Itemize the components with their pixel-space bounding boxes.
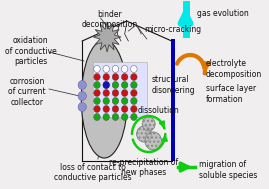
Text: migration of
soluble species: migration of soluble species: [199, 160, 258, 180]
Circle shape: [131, 66, 137, 73]
Circle shape: [131, 74, 137, 81]
Circle shape: [103, 98, 109, 105]
Circle shape: [94, 81, 100, 88]
Circle shape: [121, 74, 128, 81]
Circle shape: [103, 81, 109, 88]
Text: structural
disordering: structural disordering: [151, 75, 195, 94]
Circle shape: [145, 132, 162, 150]
Circle shape: [103, 114, 109, 121]
Circle shape: [121, 90, 128, 97]
Text: dissolution: dissolution: [137, 106, 179, 115]
Circle shape: [103, 66, 109, 73]
Circle shape: [94, 98, 100, 105]
Circle shape: [121, 105, 128, 112]
Circle shape: [112, 81, 119, 88]
Circle shape: [131, 90, 137, 97]
Circle shape: [121, 81, 128, 88]
Polygon shape: [93, 22, 121, 52]
Text: surface layer
formation: surface layer formation: [206, 84, 256, 104]
Text: binder
decomposition: binder decomposition: [82, 10, 138, 29]
Circle shape: [131, 81, 137, 88]
Text: micro-cracking: micro-cracking: [144, 25, 201, 34]
Text: corrosion
of current
collector: corrosion of current collector: [8, 77, 46, 107]
Circle shape: [94, 114, 100, 121]
Circle shape: [94, 66, 100, 73]
Circle shape: [112, 90, 119, 97]
Circle shape: [112, 98, 119, 105]
Circle shape: [112, 105, 119, 112]
Circle shape: [94, 90, 100, 97]
Bar: [93, 62, 147, 117]
Circle shape: [103, 90, 109, 97]
Circle shape: [94, 74, 100, 81]
Bar: [171, 39, 175, 161]
Circle shape: [142, 117, 155, 131]
Ellipse shape: [81, 40, 128, 158]
Circle shape: [78, 102, 86, 112]
Circle shape: [131, 98, 137, 105]
Text: electrolyte
decomposition: electrolyte decomposition: [206, 60, 262, 78]
Circle shape: [121, 114, 128, 121]
Circle shape: [78, 91, 86, 101]
Text: re-precipitation of
new phases: re-precipitation of new phases: [109, 158, 179, 177]
Text: oxidation
of conductive
particles: oxidation of conductive particles: [5, 36, 56, 66]
Circle shape: [131, 114, 137, 121]
Circle shape: [103, 81, 109, 88]
Circle shape: [112, 114, 119, 121]
Circle shape: [137, 126, 151, 142]
Circle shape: [121, 66, 128, 73]
Circle shape: [103, 105, 109, 112]
Circle shape: [112, 74, 119, 81]
Circle shape: [121, 98, 128, 105]
Circle shape: [103, 74, 109, 81]
Text: loss of contact to
conductive particles: loss of contact to conductive particles: [55, 163, 132, 182]
Circle shape: [112, 66, 119, 73]
Text: gas evolution: gas evolution: [197, 9, 248, 19]
Circle shape: [131, 105, 137, 112]
Circle shape: [94, 105, 100, 112]
Circle shape: [78, 81, 86, 90]
